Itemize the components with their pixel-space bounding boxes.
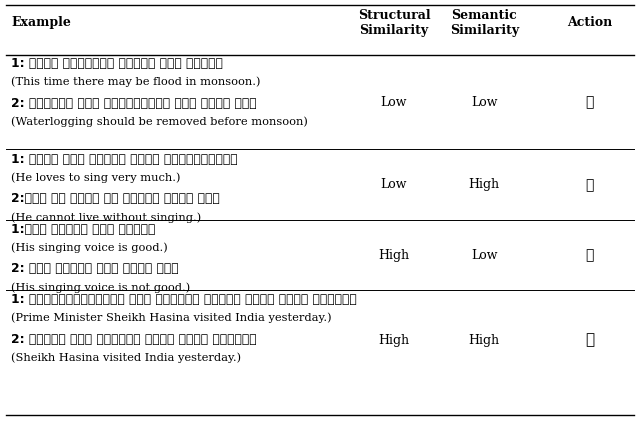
Text: Low: Low [381,96,407,109]
Text: High: High [468,179,500,192]
Text: ✓: ✓ [586,96,594,109]
Text: High: High [468,334,500,347]
Text: (He cannot live without singing.): (He cannot live without singing.) [12,212,202,223]
Text: 1: এবার বর্ষায় বন্যা হতে পারে।: 1: এবার বর্ষায় বন্যা হতে পারে। [12,57,223,70]
Text: 1:তার গানের গলা ভালো।: 1:তার গানের গলা ভালো। [12,223,156,236]
Text: 2: গতকাল শেখ হাসিনা ভারত সফরে গেছেন।: 2: গতকাল শেখ হাসিনা ভারত সফরে গেছেন। [12,333,257,346]
Text: (His singing voice is not good.): (His singing voice is not good.) [12,282,191,293]
Text: High: High [378,248,410,261]
Text: Low: Low [381,179,407,192]
Text: 2:গান না গেয়ে সে থাকতে পারে না।: 2:গান না গেয়ে সে থাকতে পারে না। [12,192,220,205]
Text: Low: Low [471,248,497,261]
Text: 1: প্রধানমন্ত্রী শেখ হাসিনা গতকাল ভারত সফরে গেছেন।: 1: প্রধানমন্ত্রী শেখ হাসিনা গতকাল ভারত স… [12,293,357,306]
Text: (This time there may be flood in monsoon.): (This time there may be flood in monsoon… [12,77,261,88]
Text: (His singing voice is good.): (His singing voice is good.) [12,242,168,253]
Text: 2: বর্ষার আগে জলাবদ্ধতা দূর করতে হবে: 2: বর্ষার আগে জলাবদ্ধতা দূর করতে হবে [12,97,257,109]
Text: Action: Action [567,16,612,29]
Text: (Waterlogging should be removed before monsoon): (Waterlogging should be removed before m… [12,117,308,127]
Text: (He loves to sing very much.): (He loves to sing very much.) [12,173,181,183]
Text: Structural
Similarity: Structural Similarity [358,9,430,37]
Text: (Prime Minister Sheikh Hasina visited India yesterday.): (Prime Minister Sheikh Hasina visited In… [12,313,332,323]
Text: (Sheikh Hasina visited India yesterday.): (Sheikh Hasina visited India yesterday.) [12,352,241,363]
Text: Semantic
Similarity: Semantic Similarity [450,9,519,37]
Text: High: High [378,334,410,347]
Text: Low: Low [471,96,497,109]
Text: 1: তিনি গান গাইতে অনেক ভালোবাসেন।: 1: তিনি গান গাইতে অনেক ভালোবাসেন। [12,153,238,166]
Text: Example: Example [12,16,71,29]
Text: ✓: ✓ [586,248,594,262]
Text: ✓: ✓ [586,178,594,192]
Text: ✗: ✗ [585,333,595,347]
Text: 2: তার গানের গলা ভালো না।: 2: তার গানের গলা ভালো না। [12,262,179,275]
